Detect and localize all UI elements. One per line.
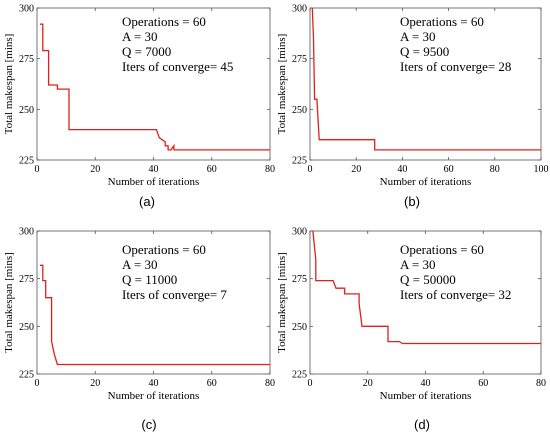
annotation-line-2: A = 30 [400,29,436,44]
x-axis-label: Number of iterations [108,390,200,402]
annotation-line-1: Operations = 60 [122,14,206,29]
x-tick-label: 60 [207,164,217,175]
annotation-line-4: Iters of converge= 32 [400,287,511,302]
annotation-line-3: Q = 50000 [400,272,456,287]
chart-panel-4: 0 20 40 60 80 225 250 275 300 Number of iteration… [276,227,546,433]
x-tick-label: 80 [490,164,500,175]
series-line-1 [39,23,270,151]
y-tick-label: 275 [19,54,34,65]
x-tick-label: 100 [534,164,549,175]
series-line-1 [39,264,270,366]
x-tick-label: 60 [478,378,488,389]
y-tick-label: 225 [19,156,34,167]
annotation-line-4: Iters of converge= 45 [122,59,233,74]
y-tick-label: 250 [19,105,34,116]
series-line-1 [311,7,541,151]
y-axis-label: Total makespan [mins] [276,252,288,353]
x-tick-label: 40 [149,164,159,175]
y-tick-label: 275 [292,274,307,285]
annotation-line-1: Operations = 60 [400,14,484,29]
y-tick-label: 275 [19,274,34,285]
chart-panel-2: 0 20 40 60 80 100 225 250 275 300 Number of iterat… [276,4,549,210]
x-tick-label: 60 [207,378,217,389]
x-tick-label: 20 [90,378,100,389]
x-tick-label: 80 [265,164,275,175]
annotation-line-3: Q = 11000 [122,272,177,287]
y-tick-label: 300 [19,227,34,238]
annotation-line-4: Iters of converge= 7 [122,287,227,302]
subfigure-caption: (a) [139,194,155,209]
y-tick-label: 250 [292,105,307,116]
x-tick-label: 0 [308,164,313,175]
chart-panel-3: 0 20 40 60 80 225 250 275 300 Number of iteration… [3,227,275,433]
y-tick-label: 275 [292,54,307,65]
annotation-line-2: A = 30 [400,257,436,272]
x-axis-label: Number of iterations [380,176,472,188]
x-tick-label: 0 [35,378,40,389]
annotation-line-1: Operations = 60 [400,242,484,257]
x-axis-label: Number of iterations [108,176,200,188]
y-tick-label: 300 [19,4,34,15]
x-tick-label: 40 [397,164,407,175]
y-tick-label: 300 [292,227,307,238]
y-tick-label: 300 [292,4,307,15]
x-tick-label: 20 [363,378,373,389]
y-axis-label: Total makespan [mins] [3,34,15,135]
x-tick-label: 60 [444,164,454,175]
x-tick-label: 80 [265,378,275,389]
y-tick-label: 225 [292,156,307,167]
x-tick-label: 20 [90,164,100,175]
y-tick-label: 250 [19,322,34,333]
y-tick-label: 225 [19,370,34,381]
y-tick-label: 225 [292,370,307,381]
subfigure-caption: (b) [404,194,420,209]
annotation-line-3: Q = 9500 [400,44,449,59]
x-axis-label: Number of iterations [380,390,472,402]
annotation-line-4: Iters of converge= 28 [400,59,511,74]
x-tick-label: 40 [421,378,431,389]
y-axis-label: Total makespan [mins] [3,252,15,353]
annotation-line-2: A = 30 [122,257,158,272]
x-tick-label: 20 [351,164,361,175]
annotation-line-1: Operations = 60 [122,242,206,257]
x-tick-label: 40 [149,378,159,389]
annotation-line-2: A = 30 [122,29,158,44]
x-tick-label: 0 [35,164,40,175]
subfigure-caption: (d) [414,417,430,432]
y-tick-label: 250 [292,322,307,333]
x-tick-label: 0 [308,378,313,389]
series-line-1 [312,230,541,345]
plot-frame [309,7,542,161]
subfigure-caption: (c) [141,417,156,432]
x-tick-label: 80 [536,378,546,389]
annotation-line-3: Q = 7000 [122,44,171,59]
chart-panel-1: 0 20 40 60 80 225 250 275 300 Number of iteration… [3,4,275,210]
y-axis-label: Total makespan [mins] [276,34,288,135]
